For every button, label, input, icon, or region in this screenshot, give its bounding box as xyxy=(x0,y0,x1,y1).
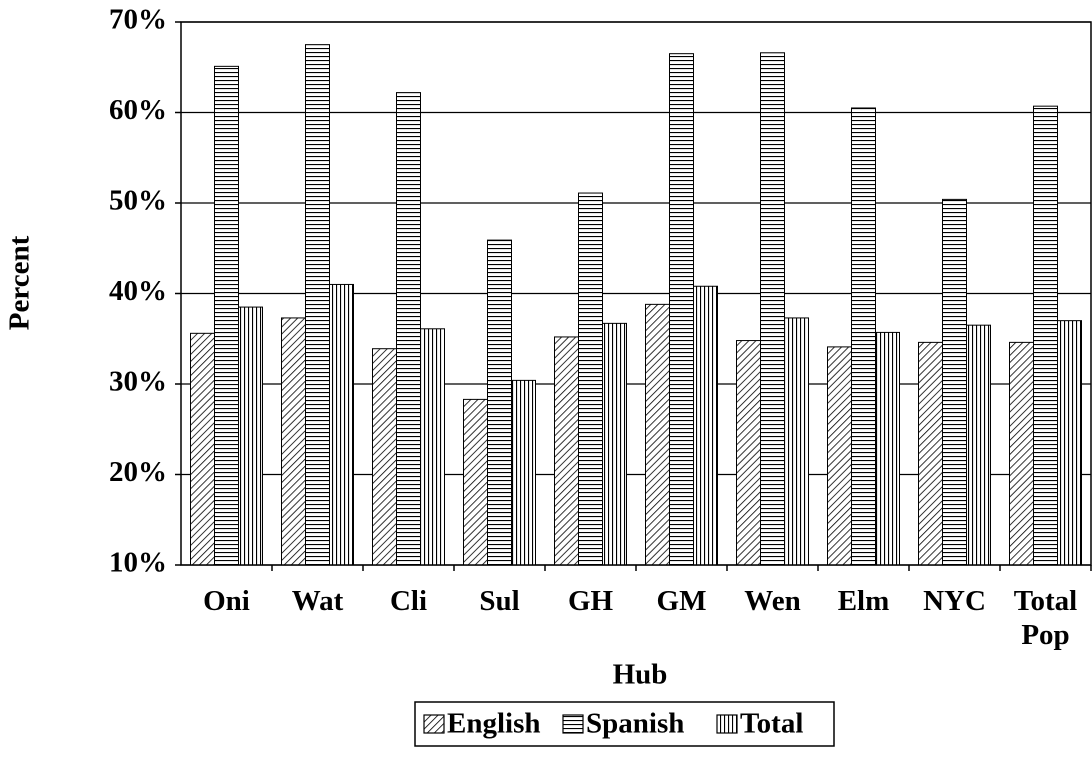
x-tick-label: Total Pop xyxy=(1013,585,1078,651)
legend-label: Total xyxy=(740,708,803,740)
bar xyxy=(966,324,991,566)
bar xyxy=(736,340,761,566)
x-tick-label: GH xyxy=(567,585,614,617)
legend-swatch xyxy=(423,714,445,734)
bar xyxy=(693,285,718,566)
bar xyxy=(669,53,694,566)
bar xyxy=(511,379,536,566)
x-tick-label: Elm xyxy=(837,585,890,617)
bar xyxy=(602,322,627,566)
y-tick-label: 20% xyxy=(109,456,167,488)
bar xyxy=(329,283,354,566)
bar xyxy=(305,44,330,566)
bar xyxy=(463,398,488,566)
legend-label: Spanish xyxy=(586,708,684,740)
bar xyxy=(487,239,512,566)
bar xyxy=(420,328,445,566)
x-tick-label: Cli xyxy=(389,585,428,617)
y-axis-title: Percent xyxy=(4,235,36,330)
bar xyxy=(1057,320,1082,566)
bar xyxy=(281,317,306,566)
x-tick-label: Wen xyxy=(744,585,801,617)
bar xyxy=(760,52,785,566)
bar xyxy=(851,107,876,566)
legend-swatch xyxy=(562,714,584,734)
bar xyxy=(190,332,215,566)
bar xyxy=(875,331,900,566)
bar xyxy=(918,341,943,566)
legend-label: English xyxy=(447,708,541,740)
bar xyxy=(827,346,852,566)
bar xyxy=(1009,341,1034,566)
y-tick-label: 50% xyxy=(109,185,167,217)
bar xyxy=(645,303,670,566)
x-tick-label: Oni xyxy=(203,585,250,617)
bar xyxy=(784,317,809,566)
bar xyxy=(554,336,579,566)
bar xyxy=(1033,105,1058,566)
x-tick-label: Sul xyxy=(479,585,520,617)
bar xyxy=(396,92,421,566)
legend-swatch xyxy=(716,714,738,734)
x-tick-label: NYC xyxy=(923,585,986,617)
bar xyxy=(238,306,263,566)
x-axis-title: Hub xyxy=(613,659,668,691)
x-tick-label: GM xyxy=(656,585,707,617)
bar xyxy=(372,348,397,566)
bar xyxy=(578,192,603,566)
y-tick-label: 40% xyxy=(109,275,167,307)
y-tick-label: 60% xyxy=(109,94,167,126)
x-tick-label: Wat xyxy=(291,585,344,617)
y-tick-label: 70% xyxy=(109,4,167,36)
y-tick-label: 10% xyxy=(109,547,167,579)
y-tick-label: 30% xyxy=(109,366,167,398)
bar xyxy=(214,65,239,566)
plot-frame xyxy=(180,21,1092,566)
bar xyxy=(942,198,967,566)
legend-box xyxy=(414,701,835,747)
